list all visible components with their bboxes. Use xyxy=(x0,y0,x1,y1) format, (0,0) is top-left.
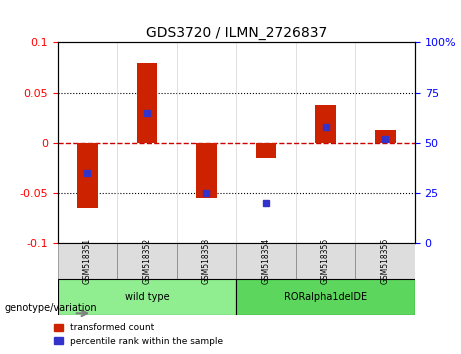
Text: RORalpha1delDE: RORalpha1delDE xyxy=(284,292,367,302)
FancyBboxPatch shape xyxy=(58,243,117,279)
Text: GSM518354: GSM518354 xyxy=(261,238,271,284)
Bar xyxy=(255,143,277,158)
Text: GSM518352: GSM518352 xyxy=(142,238,152,284)
FancyBboxPatch shape xyxy=(296,243,355,279)
FancyBboxPatch shape xyxy=(177,243,236,279)
Text: wild type: wild type xyxy=(124,292,169,302)
Bar xyxy=(77,143,98,208)
FancyBboxPatch shape xyxy=(58,279,236,315)
Bar xyxy=(315,105,336,143)
Text: genotype/variation: genotype/variation xyxy=(5,303,97,313)
Text: GSM518356: GSM518356 xyxy=(381,238,390,284)
Text: GSM518353: GSM518353 xyxy=(202,238,211,284)
FancyBboxPatch shape xyxy=(236,279,415,315)
Title: GDS3720 / ILMN_2726837: GDS3720 / ILMN_2726837 xyxy=(146,26,327,40)
FancyBboxPatch shape xyxy=(117,243,177,279)
Bar xyxy=(375,130,396,143)
Legend: transformed count, percentile rank within the sample: transformed count, percentile rank withi… xyxy=(51,320,227,349)
FancyBboxPatch shape xyxy=(355,243,415,279)
Bar xyxy=(196,143,217,198)
Bar xyxy=(136,63,157,143)
FancyBboxPatch shape xyxy=(236,243,296,279)
Text: GSM518351: GSM518351 xyxy=(83,238,92,284)
Text: GSM518355: GSM518355 xyxy=(321,238,330,284)
